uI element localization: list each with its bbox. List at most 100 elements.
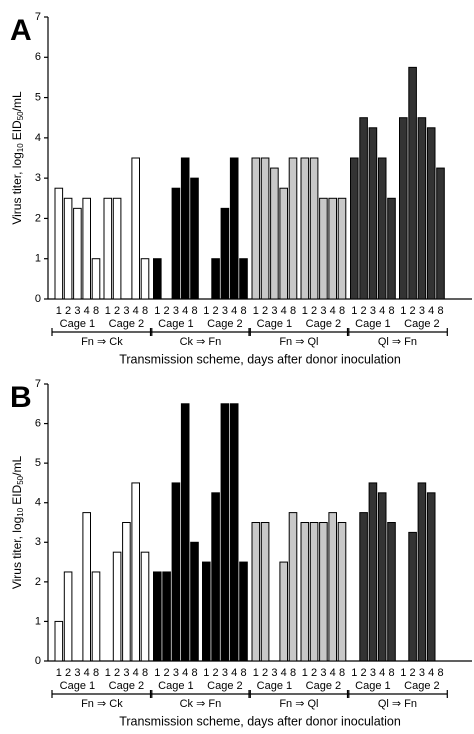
bar [140, 551, 150, 662]
bar [417, 117, 427, 300]
group-label: Fn ⇒ Ck [81, 698, 123, 710]
x-tick-label: 1 [253, 667, 259, 679]
x-tick-label: 8 [240, 305, 246, 317]
x-tick-label: 3 [370, 305, 376, 317]
x-tick-label: 2 [262, 305, 268, 317]
y-tick-label: 4 [35, 132, 41, 144]
bar [288, 512, 298, 662]
x-tick-label: 2 [65, 305, 71, 317]
x-tick-label: 3 [123, 667, 129, 679]
x-tick-label: 4 [428, 667, 434, 679]
y-tick-label: 5 [35, 91, 41, 103]
panel-label: B [10, 381, 32, 414]
y-axis-label-part: Virus titer, log [10, 517, 24, 589]
x-tick-label: 8 [191, 667, 197, 679]
x-tick-label: 3 [173, 667, 179, 679]
bar [279, 187, 288, 300]
group-label: Ck ⇒ Fn [180, 336, 222, 348]
bar [131, 482, 140, 662]
y-axis-label: Virus titer, log10 EID50/mL [10, 91, 25, 225]
bar [131, 157, 140, 300]
bar [260, 522, 270, 662]
x-tick-label: 4 [281, 305, 287, 317]
x-tick-label: 4 [182, 667, 188, 679]
cage-label: Cage 2 [109, 680, 144, 692]
x-tick-label: 3 [271, 305, 277, 317]
x-tick-label: 8 [339, 305, 345, 317]
x-tick-label: 2 [164, 305, 170, 317]
x-tick-label: 8 [142, 667, 148, 679]
x-tick-label: 4 [330, 305, 336, 317]
x-tick-label: 2 [164, 667, 170, 679]
y-tick-label: 7 [35, 378, 41, 390]
x-tick-label: 8 [339, 667, 345, 679]
x-tick-label: 3 [320, 305, 326, 317]
y-tick-label: 6 [35, 51, 41, 63]
bar [73, 207, 82, 300]
x-tick-label: 8 [93, 667, 99, 679]
x-tick-label: 8 [290, 305, 296, 317]
y-tick-label: 5 [35, 457, 41, 469]
bar [239, 561, 248, 662]
bar [91, 258, 101, 300]
x-tick-label: 2 [262, 667, 268, 679]
x-tick-label: 4 [231, 667, 237, 679]
x-tick-label: 8 [93, 305, 99, 317]
y-tick-label: 4 [35, 497, 41, 509]
x-tick-label: 2 [410, 667, 416, 679]
y-tick-label: 2 [35, 212, 41, 224]
x-axis-label: Transmission scheme, days after donor in… [119, 714, 401, 728]
bar [239, 258, 248, 300]
y-tick-label: 6 [35, 417, 41, 429]
bar [63, 197, 73, 300]
x-tick-label: 2 [361, 667, 367, 679]
bar [180, 403, 190, 662]
bar [387, 197, 396, 300]
x-tick-label: 4 [84, 305, 90, 317]
x-tick-label: 4 [182, 305, 188, 317]
bar [220, 403, 230, 662]
x-tick-label: 1 [400, 667, 406, 679]
bar [54, 187, 64, 300]
cage-label: Cage 1 [158, 318, 193, 330]
cage-label: Cage 2 [306, 680, 341, 692]
x-tick-label: 3 [419, 667, 425, 679]
bar [270, 167, 279, 300]
group-label: Fn ⇒ Ql [279, 336, 318, 348]
x-tick-label: 4 [379, 667, 385, 679]
x-tick-label: 1 [154, 667, 160, 679]
x-tick-label: 3 [419, 305, 425, 317]
bar [328, 512, 337, 662]
x-tick-label: 2 [311, 305, 317, 317]
bar [387, 522, 396, 662]
x-tick-label: 4 [379, 305, 385, 317]
bar [112, 551, 122, 662]
panel-label: A [10, 14, 32, 47]
bar [436, 167, 445, 300]
y-axis-label-part: 10 [16, 143, 25, 152]
bar [251, 157, 261, 300]
y-axis-label-part: /mL [10, 456, 24, 476]
bar [211, 258, 220, 300]
x-tick-label: 2 [410, 305, 416, 317]
group-label: Fn ⇒ Ck [81, 336, 123, 348]
bar [220, 207, 230, 300]
bar [309, 522, 319, 662]
x-tick-label: 3 [222, 667, 228, 679]
bar [140, 258, 150, 300]
bar [300, 157, 310, 300]
x-tick-label: 2 [114, 667, 120, 679]
bar [229, 403, 239, 662]
bar [122, 522, 131, 662]
bar [426, 492, 436, 662]
y-axis-label-part: 50 [16, 475, 25, 484]
cage-label: Cage 1 [257, 680, 292, 692]
bar [180, 157, 190, 300]
x-tick-label: 3 [173, 305, 179, 317]
y-axis-label-part: 10 [16, 507, 25, 516]
bar [162, 571, 171, 662]
y-tick-label: 3 [35, 536, 41, 548]
x-tick-label: 8 [142, 305, 148, 317]
